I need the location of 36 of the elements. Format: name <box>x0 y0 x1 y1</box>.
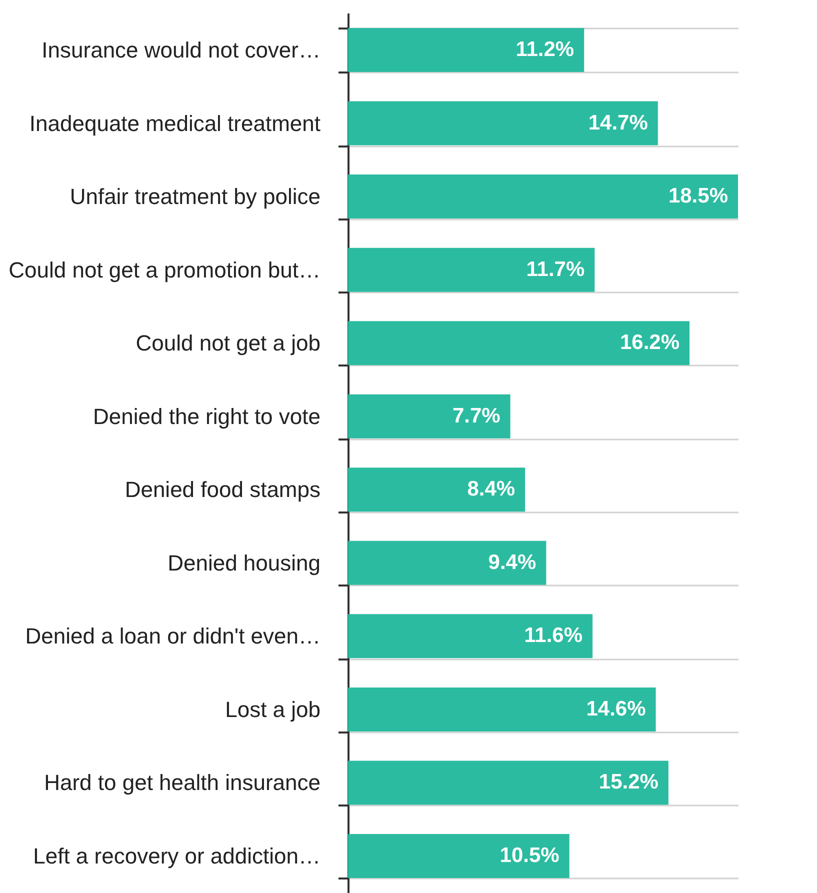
data-label: 11.7% <box>526 258 585 281</box>
data-label: 14.7% <box>588 111 648 134</box>
bar <box>348 248 595 292</box>
data-label: 8.4% <box>467 478 516 501</box>
y-tick-label: Denied housing <box>168 550 320 576</box>
bar <box>348 834 570 878</box>
data-label: 16.2% <box>620 331 680 354</box>
y-tick-label: Insurance would not cover… <box>42 38 320 62</box>
bar <box>348 687 656 732</box>
bar <box>348 174 738 219</box>
y-tick-label: Hard to get health insurance <box>44 770 320 796</box>
y-tick-label: Denied a loan or didn't even… <box>25 624 320 649</box>
bar <box>348 321 690 366</box>
data-label: 9.4% <box>488 550 536 574</box>
bar <box>348 101 658 146</box>
data-label: 14.6% <box>586 697 646 720</box>
data-label: 10.5% <box>500 844 560 867</box>
y-tick-label: Left a recovery or addiction… <box>33 843 320 868</box>
bar <box>348 28 584 72</box>
y-tick-label: Denied food stamps <box>124 477 320 502</box>
data-label: 7.7% <box>452 404 501 428</box>
data-label: 11.6% <box>524 624 583 648</box>
bar <box>348 614 593 658</box>
y-tick-label: Denied the right to vote <box>93 404 320 429</box>
y-tick-label: Inadequate medical treatment <box>29 110 320 136</box>
bar <box>348 540 546 585</box>
y-tick-label: Lost a job <box>225 696 320 722</box>
bar <box>348 760 668 805</box>
data-label: 15.2% <box>598 770 659 794</box>
y-tick-label: Could not get a job <box>136 330 320 356</box>
y-tick-label: Unfair treatment by police <box>70 184 320 210</box>
data-label: 18.5% <box>668 184 728 208</box>
bar <box>348 394 510 438</box>
y-tick-label: Could not get a promotion but… <box>8 257 320 282</box>
bar <box>348 468 526 512</box>
data-label: 11.2% <box>516 38 574 61</box>
